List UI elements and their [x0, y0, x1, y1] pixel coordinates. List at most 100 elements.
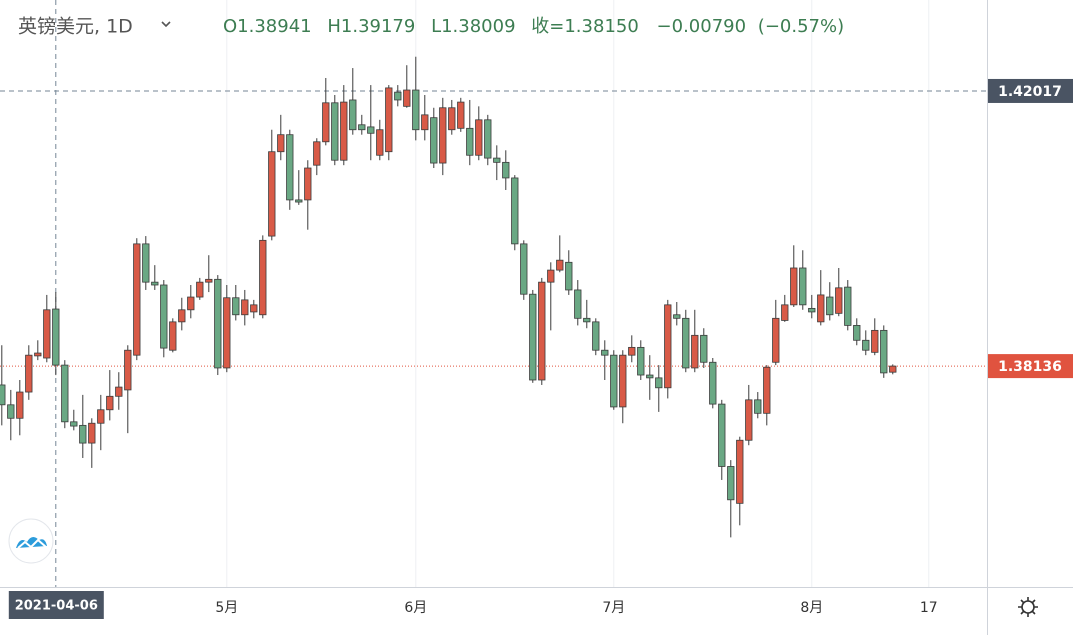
candle-body: [52, 308, 60, 366]
candle-body: [421, 114, 429, 131]
candle-body: [61, 364, 69, 423]
change-value: −0.00790: [657, 16, 747, 37]
candle-body: [763, 366, 771, 414]
candle-body: [223, 297, 231, 369]
candle-body: [754, 399, 762, 414]
candle-body: [745, 399, 753, 441]
candle-body: [124, 349, 132, 391]
candle-body: [97, 409, 105, 424]
low-value: 1.38009: [441, 16, 515, 37]
candle-body: [349, 99, 357, 131]
close-value: 1.38150: [564, 16, 638, 37]
candle-body: [556, 259, 564, 271]
candle-body: [772, 317, 780, 363]
candle-body: [25, 354, 33, 393]
candle-body: [826, 296, 834, 316]
candle-body: [385, 87, 393, 153]
candle-body: [340, 101, 348, 161]
candle-body: [268, 151, 276, 237]
candle-body: [0, 384, 6, 406]
candle-body: [610, 354, 618, 408]
candle-body: [646, 374, 654, 379]
candle-body: [79, 424, 87, 444]
last-price-box: [988, 354, 1073, 379]
gear-teeth[interactable]: [1018, 597, 1038, 617]
crosshair-date-label: 2021-04-06: [15, 599, 98, 614]
candle-body: [880, 329, 888, 374]
candle-body: [196, 281, 204, 298]
candle-body: [889, 365, 897, 373]
candle-body: [583, 317, 591, 323]
candle-body: [160, 284, 168, 349]
candle-body: [142, 243, 150, 283]
candle-body: [691, 334, 699, 369]
crosshair-date-box: [8, 591, 104, 619]
candle-body: [592, 321, 600, 351]
candle-body: [187, 296, 195, 311]
chart-title: 英镑美元, 1D: [18, 16, 133, 38]
candle-body: [259, 239, 267, 316]
x-tick-label: 7月: [602, 600, 625, 616]
candle-body: [520, 243, 528, 295]
crosshair-price-label: 1.42017: [998, 84, 1062, 100]
candle-body: [178, 309, 186, 323]
ohlc-readout: O1.38941 H1.39179 L1.38009 收=1.38150 −0.…: [223, 16, 844, 37]
candle-body: [430, 117, 438, 164]
candle-body: [664, 304, 672, 389]
candle-body: [538, 281, 546, 381]
candle-body: [637, 346, 645, 376]
candle-body: [673, 314, 681, 319]
candle-body: [628, 346, 636, 356]
candle-body: [817, 294, 825, 323]
candle-body: [7, 404, 15, 419]
candle-body: [484, 119, 492, 159]
candle-body: [682, 317, 690, 369]
candle-body: [313, 141, 321, 166]
candle-body: [844, 286, 852, 326]
high-value: 1.39179: [341, 16, 415, 37]
candle-body: [457, 101, 465, 129]
candle-body: [394, 91, 402, 101]
candle-body: [115, 386, 123, 397]
candle-body: [214, 278, 222, 369]
candle-body: [493, 157, 501, 163]
candle-body: [250, 304, 258, 313]
candle-body: [547, 269, 555, 283]
candle-body: [439, 107, 447, 164]
candle-body: [43, 309, 51, 359]
candle-body: [727, 466, 735, 501]
candle-body: [655, 377, 663, 389]
candle-body: [286, 134, 294, 201]
candle-body: [232, 297, 240, 316]
open-label: O: [223, 16, 237, 37]
candle-body: [862, 339, 870, 351]
candle-body: [709, 361, 717, 405]
candle-body: [367, 126, 375, 134]
logo-cloud[interactable]: [16, 536, 47, 548]
candle-body: [781, 304, 789, 321]
x-tick-label: 6月: [404, 600, 427, 616]
candle-body: [835, 287, 843, 314]
candle-body: [853, 325, 861, 341]
candle-body: [871, 329, 879, 353]
settings-gear[interactable]: [1018, 597, 1038, 617]
candle-body: [16, 391, 24, 419]
candle-body: [718, 403, 726, 467]
candle-body: [502, 161, 510, 179]
candle-body: [295, 199, 303, 203]
candle-body: [574, 289, 582, 319]
candle-body: [799, 267, 807, 306]
change-percent: (−0.57%): [758, 16, 844, 37]
close-label: 收=: [531, 16, 564, 37]
candle-body: [358, 124, 366, 131]
logo[interactable]: [8, 518, 54, 564]
candle-body: [790, 267, 798, 306]
candle-body: [133, 243, 141, 356]
interval-caret[interactable]: [161, 21, 171, 28]
logo-line[interactable]: [17, 538, 47, 549]
candle-body: [331, 102, 339, 161]
candle-body: [106, 395, 114, 411]
high-label: H: [327, 16, 341, 37]
candle-body: [475, 119, 483, 156]
